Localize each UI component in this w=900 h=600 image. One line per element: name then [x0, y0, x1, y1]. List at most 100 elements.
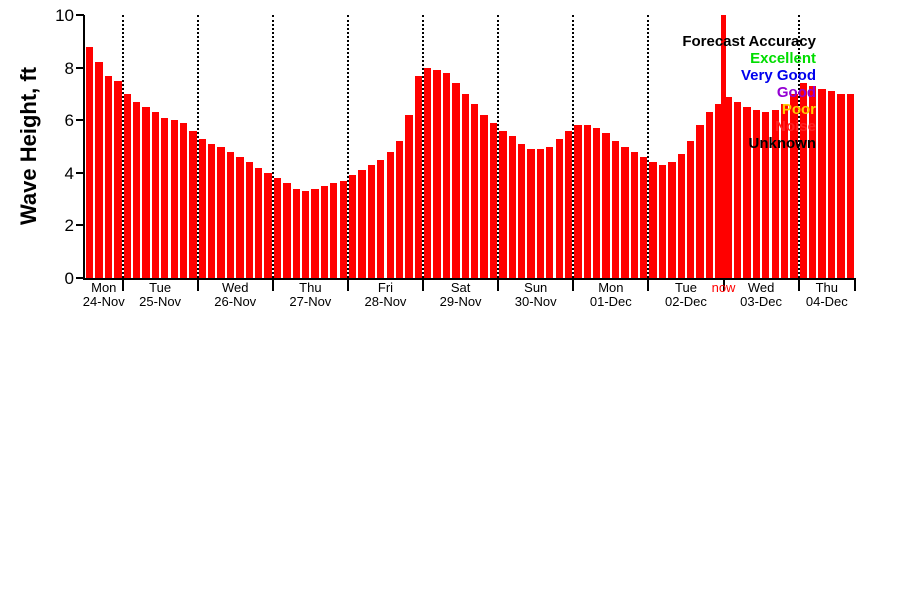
- plot-area: [85, 15, 855, 278]
- x-day-label: Thu 27-Nov: [289, 281, 331, 309]
- wave-height-bar: [780, 104, 789, 278]
- day-date: 04-Dec: [805, 294, 848, 309]
- day-boundary-gridline: [346, 15, 349, 278]
- wave-height-bar: [311, 188, 319, 278]
- wave-height-bar: [330, 183, 338, 278]
- legend-entry-good: Good: [776, 84, 816, 101]
- x-day-label: Mon 24-Nov: [83, 281, 125, 309]
- wave-height-bar: [414, 75, 422, 278]
- day-name: Wed: [221, 280, 249, 295]
- wave-height-bar: [302, 191, 310, 278]
- wave-height-bar: [790, 93, 798, 278]
- wave-height-bar: [142, 107, 150, 278]
- x-axis-tick: [271, 280, 274, 291]
- wave-height-bar: [95, 62, 103, 278]
- y-axis-line: [83, 15, 85, 280]
- wave-height-bar: [536, 149, 545, 278]
- legend-entry-unknown: Unknown: [748, 135, 817, 152]
- y-tick-label: 4: [64, 163, 74, 183]
- wave-height-bar: [461, 93, 469, 278]
- wave-height-bar: [733, 101, 742, 278]
- y-tick-label: 2: [64, 216, 74, 236]
- x-day-label: Sat 29-Nov: [440, 281, 482, 309]
- x-axis-tick: [797, 280, 800, 291]
- day-name: Mon: [598, 280, 624, 295]
- wave-height-bar: [377, 159, 385, 278]
- x-axis-tick: [722, 280, 725, 291]
- wave-height-bar: [442, 72, 451, 278]
- wave-height-bar: [452, 83, 460, 278]
- wave-height-bar: [358, 170, 366, 278]
- legend-entry-very-good: Very Good: [740, 67, 816, 84]
- day-boundary-gridline: [196, 15, 199, 278]
- wave-height-bar: [517, 143, 526, 278]
- x-axis-tick: [497, 280, 500, 291]
- wave-height-bar: [273, 178, 282, 278]
- day-boundary-gridline: [797, 15, 800, 278]
- day-date: 24-Nov: [82, 294, 125, 309]
- wave-height-bar: [762, 112, 770, 278]
- x-day-label: Tue 25-Nov: [139, 281, 181, 309]
- wave-height-bar: [668, 162, 676, 278]
- legend-title: Forecast Accuracy: [682, 33, 816, 50]
- wave-height-bar: [508, 135, 516, 278]
- wave-height-bar: [837, 93, 845, 278]
- y-axis-tick: [76, 66, 84, 69]
- wave-height-bar: [348, 175, 357, 278]
- day-date: 30-Nov: [514, 294, 557, 309]
- wave-height-bar: [104, 75, 113, 278]
- day-boundary-gridline: [572, 15, 575, 278]
- y-tick-label: 8: [64, 58, 74, 78]
- wave-height-bar: [724, 96, 732, 278]
- wave-height-bar: [161, 117, 169, 278]
- x-axis-tick: [196, 280, 199, 291]
- x-day-label: Wed 26-Nov: [214, 281, 256, 309]
- y-axis-tick: [76, 171, 84, 174]
- wave-height-bar: [386, 151, 394, 278]
- y-tick-label: 10: [55, 6, 74, 25]
- day-boundary-gridline: [497, 15, 500, 278]
- x-axis-tick: [422, 280, 425, 291]
- day-name: Thu: [815, 280, 839, 295]
- wave-height-bar: [574, 125, 582, 278]
- legend-entry-excellent: Excellent: [750, 50, 816, 67]
- x-axis-line: [83, 278, 856, 280]
- x-day-label: Tue 02-Dec: [665, 281, 707, 309]
- wave-height-bar: [179, 122, 188, 278]
- wave-height-bar: [471, 104, 479, 278]
- x-axis-tick: [854, 280, 856, 291]
- day-date: 01-Dec: [589, 294, 632, 309]
- day-name: Sat: [450, 280, 471, 295]
- day-name: Thu: [299, 280, 322, 295]
- wave-height-bar: [818, 88, 826, 278]
- wave-height-bar: [771, 109, 779, 278]
- wave-height-bar: [696, 125, 704, 278]
- y-axis-tick: [76, 224, 84, 227]
- wave-height-bar: [245, 162, 253, 278]
- wave-height-bar: [743, 107, 751, 278]
- wave-height-bar: [752, 109, 761, 278]
- day-date: 27-Nov: [289, 294, 332, 309]
- wave-height-bar: [630, 151, 638, 278]
- wave-height-bar: [489, 122, 498, 278]
- wave-height-bar: [255, 167, 263, 278]
- y-axis-tick: [76, 119, 84, 122]
- y-tick-label: 6: [64, 111, 74, 131]
- forecast-accuracy-legend: Forecast Accuracy Excellent Very Good Good…: [682, 33, 816, 152]
- legend-entry-poor: Poor: [781, 101, 816, 118]
- wave-height-bar: [189, 130, 197, 278]
- day-date: 25-Nov: [139, 294, 182, 309]
- now-label: now: [711, 280, 736, 295]
- wave-height-bar: [217, 146, 225, 278]
- wave-height-bar: [405, 114, 413, 278]
- wave-height-bar: [170, 120, 178, 278]
- day-boundary-gridline: [271, 15, 274, 278]
- wave-height-bar: [499, 130, 507, 278]
- wave-height-bar: [658, 164, 667, 278]
- wave-height-bar: [527, 149, 535, 278]
- wave-height-bar: [687, 141, 695, 278]
- x-day-label: Thu 04-Dec: [806, 281, 848, 309]
- wave-height-bar: [86, 46, 94, 278]
- wave-height-bar: [705, 112, 714, 278]
